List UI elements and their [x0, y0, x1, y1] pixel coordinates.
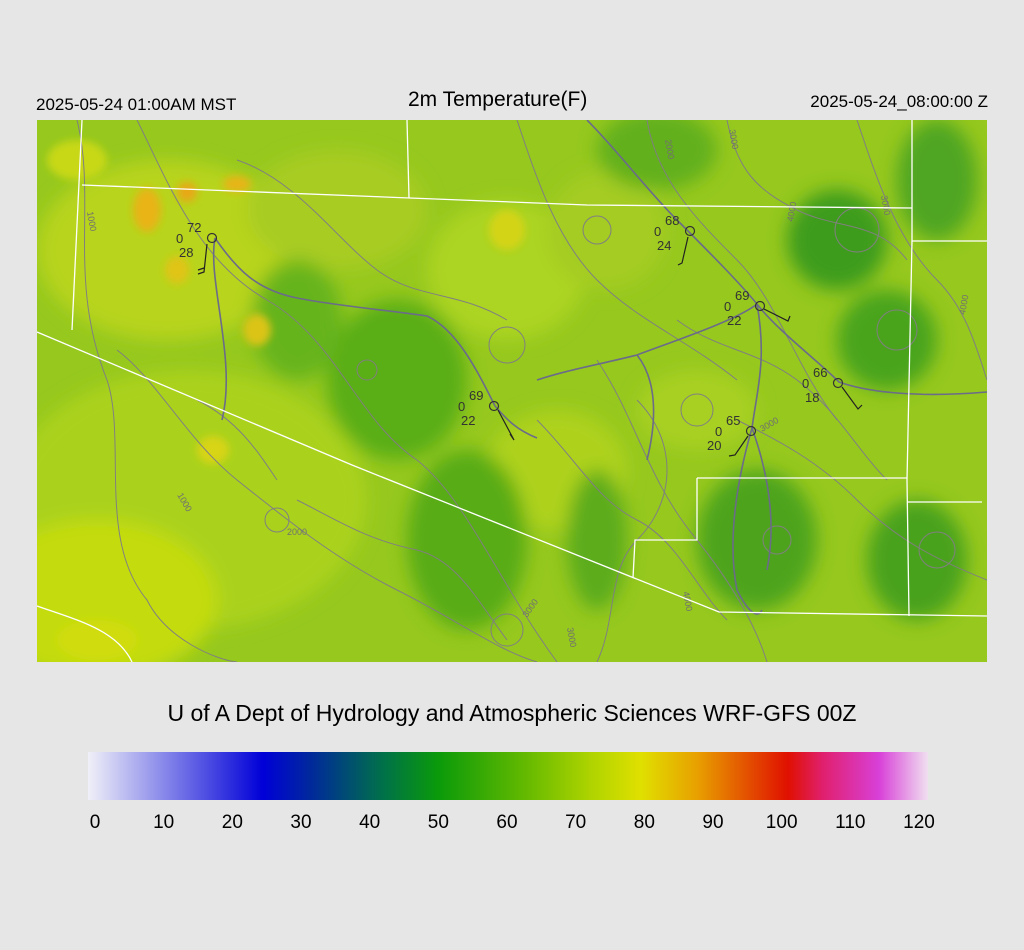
utc-time-label: 2025-05-24_08:00:00 Z — [810, 92, 988, 111]
colorbar-tick-label: 40 — [359, 812, 381, 833]
station-marker-icon — [754, 300, 766, 312]
station-middle-value: 0 — [458, 399, 465, 414]
contour-label: 3000 — [879, 195, 892, 216]
station-dewpoint: 20 — [707, 438, 721, 453]
station-plot: 69 0 22 — [458, 388, 515, 441]
wind-barb-icon — [497, 409, 515, 441]
local-time-label: 2025-05-24 01:00AM MST — [36, 95, 237, 114]
station-dewpoint: 28 — [179, 245, 193, 260]
temperature-colorbar — [88, 752, 928, 800]
colorbar-tick-label: 30 — [290, 812, 312, 833]
station-marker-icon — [745, 425, 757, 437]
colorbar-tick-label: 120 — [903, 812, 935, 833]
station-temperature: 66 — [813, 365, 827, 380]
wind-barb-icon — [197, 243, 208, 275]
station-plot: 69 0 22 — [724, 288, 791, 328]
colorbar-tick-labels: 0 10 20 30 40 50 60 70 80 90 100 110 120 — [0, 812, 1024, 842]
station-plot: 65 0 20 — [707, 413, 757, 457]
station-dewpoint: 22 — [461, 413, 475, 428]
colorbar-tick-label: 50 — [427, 812, 449, 833]
wind-barb-icon — [728, 435, 749, 457]
station-temperature: 65 — [726, 413, 740, 428]
elevation-contours — [76, 120, 987, 662]
station-temperature: 72 — [187, 220, 201, 235]
contour-label: 4000 — [957, 294, 970, 315]
colorbar-tick-label: 60 — [496, 812, 518, 833]
colorbar-tick-label: 20 — [221, 812, 243, 833]
station-plot: 66 0 18 — [802, 365, 863, 410]
colorbar-tick-label: 0 — [89, 812, 101, 833]
station-temperature: 69 — [735, 288, 749, 303]
colorbar-tick-label: 90 — [702, 812, 724, 833]
station-dewpoint: 22 — [727, 313, 741, 328]
station-marker-icon — [488, 400, 500, 412]
station-dewpoint: 18 — [805, 390, 819, 405]
station-temperature: 68 — [665, 213, 679, 228]
station-plot: 68 0 24 — [654, 213, 696, 266]
station-marker-icon — [684, 225, 696, 237]
contour-label: 1000 — [85, 211, 98, 232]
station-middle-value: 0 — [654, 224, 661, 239]
station-middle-value: 0 — [176, 231, 183, 246]
contour-label: 4000 — [681, 591, 694, 612]
station-plots: 72 0 28 68 0 24 69 0 22 66 — [176, 213, 863, 457]
station-plot: 72 0 28 — [176, 220, 218, 275]
contour-label: 3000 — [565, 627, 578, 648]
station-marker-icon — [206, 232, 218, 244]
wind-barb-icon — [677, 236, 689, 266]
map-title: 2m Temperature(F) — [408, 88, 588, 111]
wind-barb-icon — [763, 308, 791, 322]
colorbar-tick-label: 70 — [565, 812, 587, 833]
colorbar-tick-label: 110 — [835, 812, 866, 833]
station-dewpoint: 24 — [657, 238, 671, 253]
temperature-map: 2000 3000 4000 1000 3000 4000 1000 2000 … — [37, 120, 987, 662]
colorbar-tick-label: 10 — [153, 812, 175, 833]
contour-label: 2000 — [287, 527, 307, 537]
station-middle-value: 0 — [724, 299, 731, 314]
highways — [212, 120, 987, 615]
colorbar-tick-label: 80 — [633, 812, 655, 833]
temperature-field-shading — [37, 120, 977, 662]
station-temperature: 69 — [469, 388, 483, 403]
contour-label: 3000 — [727, 129, 740, 150]
station-middle-value: 0 — [802, 376, 809, 391]
contour-label: 2000 — [663, 139, 676, 160]
wind-barb-icon — [841, 386, 863, 410]
model-credit: U of A Dept of Hydrology and Atmospheric… — [167, 700, 857, 726]
colorbar-tick-label: 100 — [765, 812, 798, 833]
station-middle-value: 0 — [715, 424, 722, 439]
state-county-boundaries — [37, 120, 987, 662]
station-marker-icon — [832, 377, 844, 389]
